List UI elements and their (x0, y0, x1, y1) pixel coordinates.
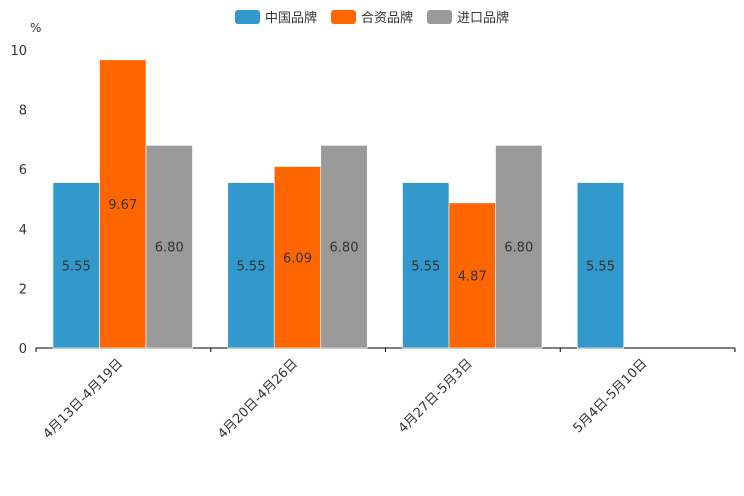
y-tick-label-2: 4 (19, 223, 27, 238)
bar-1-0 (99, 59, 147, 349)
data-label-2-2: 6.80 (504, 241, 533, 256)
x-tick-label-0: 4月13日-4月19日 (40, 356, 126, 442)
bar-0-3 (576, 182, 625, 349)
data-label-0-2: 5.55 (411, 259, 440, 274)
y-tick-label-1: 2 (19, 282, 27, 297)
legend: 中国品牌 合资品牌 进口品牌 (0, 7, 744, 26)
legend-label-joint: 合资品牌 (360, 11, 413, 26)
legend-item-import[interactable]: 进口品牌 (427, 7, 509, 26)
y-tick-label-4: 8 (19, 104, 27, 119)
y-tick-label-3: 6 (19, 163, 27, 178)
x-tick-label-2: 4月27日-5月3日 (396, 356, 476, 436)
legend-swatch-china (234, 9, 260, 24)
x-tick-label-3: 5月4日-5月10日 (571, 356, 651, 436)
legend-label-import: 进口品牌 (457, 11, 510, 26)
bar-2-0 (145, 145, 193, 349)
x-tick-label-1: 4月20日-4月26日 (215, 356, 301, 442)
bar-0-0 (52, 182, 100, 349)
legend-swatch-import (427, 9, 452, 24)
bar-0-2 (402, 182, 450, 349)
data-label-1-0: 9.67 (108, 198, 137, 213)
data-label-2-1: 6.80 (330, 241, 359, 256)
data-label-0-3: 5.55 (586, 259, 615, 274)
bar-1-2 (448, 202, 496, 349)
legend-item-china[interactable]: 中国品牌 (234, 7, 317, 26)
bar-0-1 (227, 182, 275, 349)
legend-item-joint[interactable]: 合资品牌 (330, 7, 413, 26)
y-tick-label-0: 0 (19, 342, 27, 357)
legend-label-china: 中国品牌 (264, 11, 317, 26)
data-label-0-0: 5.55 (62, 259, 91, 274)
bar-2-1 (320, 145, 368, 349)
data-label-0-1: 5.55 (237, 259, 266, 274)
data-label-2-0: 6.80 (155, 241, 184, 256)
y-tick-label-5: 10 (10, 44, 27, 59)
legend-swatch-joint (330, 9, 356, 24)
data-label-1-2: 4.87 (458, 269, 487, 284)
data-label-1-1: 6.09 (283, 251, 312, 266)
bar-2-2 (495, 145, 543, 349)
bar-1-1 (273, 166, 322, 349)
y-axis-unit-label: % (30, 21, 42, 35)
